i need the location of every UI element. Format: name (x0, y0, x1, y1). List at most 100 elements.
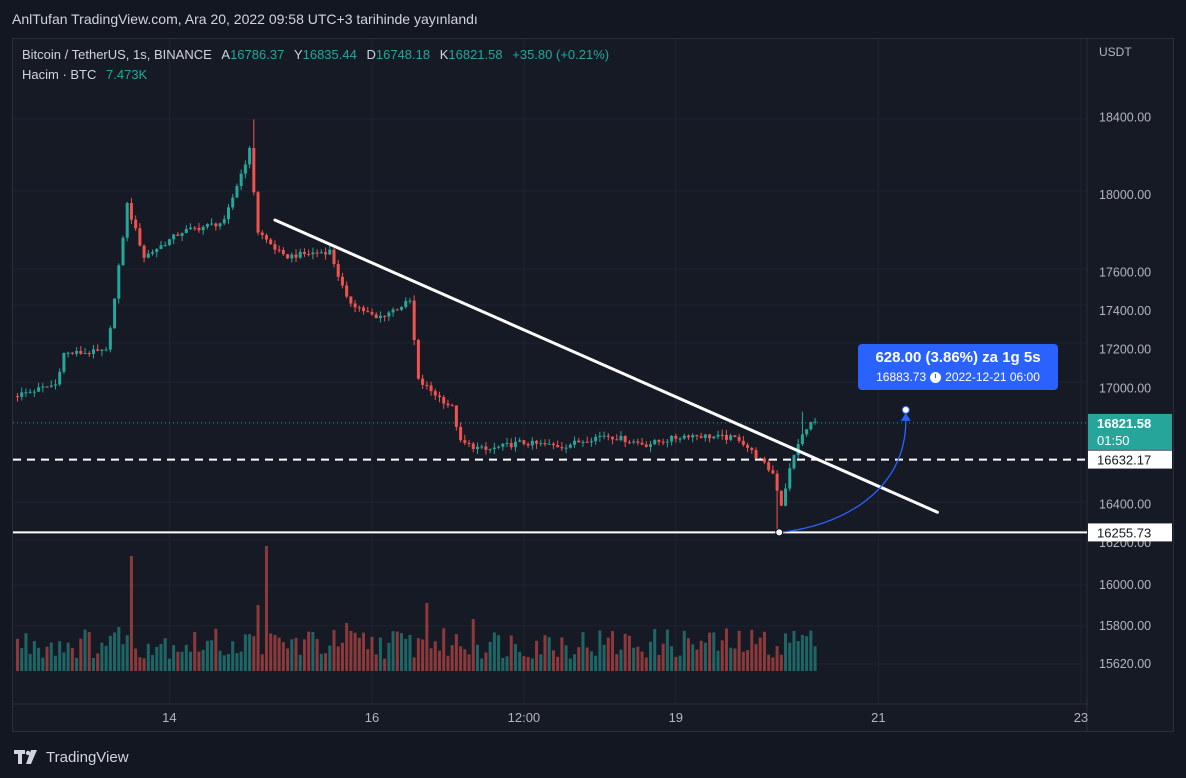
candle-body (686, 435, 690, 438)
volume-bar (678, 655, 682, 671)
footer-brand-text: TradingView (46, 748, 129, 766)
volume-bar (611, 631, 615, 671)
candle-body (716, 434, 720, 437)
candle-body (585, 441, 589, 443)
volume-bar (784, 633, 788, 671)
candle-body (404, 300, 408, 308)
candle-body (96, 349, 100, 351)
volume-bar (425, 603, 429, 671)
candle-body (155, 248, 159, 252)
volume-bar (66, 642, 70, 671)
candle-body (682, 435, 686, 439)
legend-close-value: 16821.58 (448, 47, 503, 62)
candle-body (134, 219, 138, 229)
volume-bar (243, 634, 247, 671)
volume-bar (155, 646, 159, 671)
candle-body (163, 245, 167, 247)
legend-high-value: 16835.44 (302, 47, 357, 62)
candle-body (695, 435, 699, 437)
candle-body (180, 233, 184, 236)
candle-body (146, 253, 150, 258)
volume-bar (180, 651, 184, 671)
candle-body (513, 441, 517, 448)
volume-bar (252, 636, 256, 671)
legend-high-label: Y (293, 47, 303, 62)
volume-bar (589, 651, 593, 671)
volume-bar (644, 657, 648, 671)
candle-body (459, 426, 463, 441)
volume-bar (459, 646, 463, 671)
volume-bar (210, 640, 214, 671)
candle-body (480, 446, 484, 448)
candle-body (741, 440, 745, 445)
volume-bar (598, 630, 602, 671)
measure-curve (779, 416, 907, 534)
volume-bar (400, 633, 404, 671)
candle-body (210, 223, 214, 225)
volume-bar (619, 649, 623, 671)
volume-bar (201, 649, 205, 671)
chart-svg[interactable]: USDT 18400.00 18000.00 17600.00 17400.00 1720… (13, 39, 1173, 731)
volume-bar (58, 641, 62, 671)
measure-end-point (901, 405, 910, 414)
volume-bar (686, 638, 690, 671)
candle-body (809, 422, 813, 430)
candle-body (737, 437, 741, 441)
volume-bar (332, 629, 336, 671)
volume-bar (197, 651, 201, 671)
volume-bar (771, 657, 775, 671)
price-tick-label: 17600.00 (1099, 265, 1151, 279)
candle-body (416, 340, 420, 379)
candle-body (353, 303, 357, 308)
legend-close-label: K (439, 47, 449, 62)
legend-low-label: D (366, 47, 376, 62)
time-tick-label: 21 (871, 710, 885, 725)
volume-bar (214, 628, 218, 671)
candle-body (779, 490, 783, 506)
candle-body (345, 285, 349, 297)
volume-bar (746, 650, 750, 671)
volume-bar (53, 655, 57, 671)
volume-bar (366, 649, 370, 671)
candle-body (366, 311, 370, 313)
volume-bar (117, 627, 121, 671)
candle-body (433, 391, 437, 396)
candle-body (357, 307, 361, 309)
time-tick-label: 12:00 (508, 710, 541, 725)
volume-bar (779, 654, 783, 671)
volume-bar (281, 642, 285, 671)
candle-body (606, 435, 610, 437)
volume-bar (627, 635, 631, 671)
volume-bar (682, 630, 686, 671)
candle-body (492, 447, 496, 450)
volume-bar (551, 650, 555, 671)
candle-body (374, 314, 378, 319)
volume-bar (138, 657, 142, 671)
candle-body (471, 443, 475, 449)
price-tick-label: 18400.00 (1099, 111, 1151, 125)
volume-bar (96, 653, 100, 671)
volume-bar (340, 642, 344, 671)
candle-body (41, 386, 45, 388)
volume-bar (408, 634, 412, 671)
volume-bar (184, 644, 188, 671)
candle-body (340, 276, 344, 286)
volume-bar (573, 654, 577, 671)
legend-volume-value: 7.473K (106, 67, 148, 82)
candle-body (589, 441, 593, 443)
candle-body (805, 429, 809, 435)
volume-bar (395, 631, 399, 671)
measure-tooltip-change: 628.00 (3.86%) za 1g 5s (875, 349, 1041, 366)
volume-bar (480, 658, 484, 671)
candle-body (665, 441, 669, 443)
volume-bar (762, 631, 766, 671)
volume-bar (653, 628, 657, 671)
candle-body (509, 443, 513, 448)
volume-bar (222, 655, 226, 671)
volume-bar (121, 644, 125, 671)
volume-bar (108, 635, 112, 671)
volume-bar (767, 654, 771, 671)
candle-body (400, 307, 404, 310)
candle-body (539, 443, 543, 445)
candle-body (691, 435, 695, 438)
